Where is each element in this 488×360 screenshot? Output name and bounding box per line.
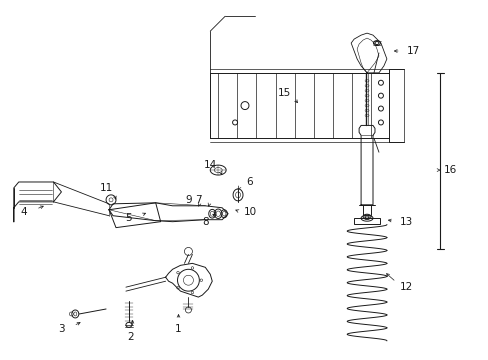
Text: 15: 15: [278, 88, 291, 98]
Text: 17: 17: [406, 46, 420, 56]
Text: 5: 5: [125, 213, 132, 223]
Text: 7: 7: [195, 195, 201, 205]
Text: 10: 10: [243, 207, 256, 217]
Text: 8: 8: [202, 217, 208, 227]
Text: 6: 6: [246, 177, 253, 187]
Text: 4: 4: [20, 207, 27, 217]
Text: 1: 1: [175, 324, 182, 334]
Text: 12: 12: [399, 282, 412, 292]
Text: 13: 13: [399, 217, 412, 227]
Text: 2: 2: [127, 332, 134, 342]
Text: 16: 16: [443, 165, 456, 175]
Text: 9: 9: [185, 195, 191, 205]
Text: 11: 11: [99, 183, 112, 193]
Text: 3: 3: [58, 324, 64, 334]
Text: 14: 14: [203, 160, 217, 170]
Bar: [353, 218, 379, 224]
